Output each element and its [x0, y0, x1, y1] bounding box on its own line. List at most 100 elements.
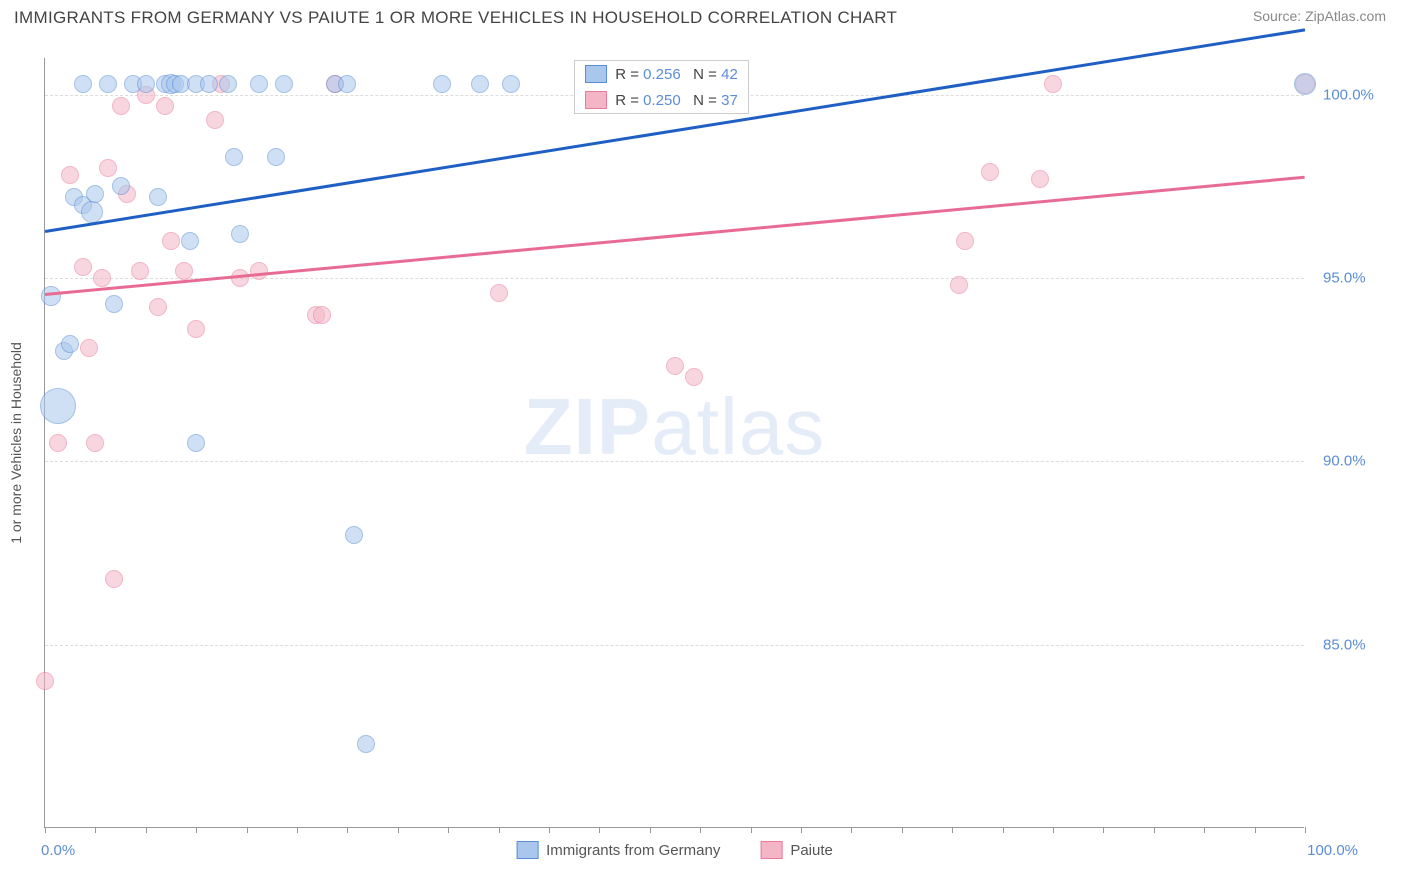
x-tick — [95, 827, 96, 833]
scatter-point — [206, 111, 224, 129]
plot-area: ZIPatlas 85.0%90.0%95.0%100.0%0.0%100.0%… — [44, 58, 1304, 828]
x-tick — [1204, 827, 1205, 833]
scatter-point — [471, 75, 489, 93]
scatter-point — [219, 75, 237, 93]
scatter-point — [200, 75, 218, 93]
legend-item: Paiute — [760, 841, 833, 859]
scatter-point — [1044, 75, 1062, 93]
x-tick — [851, 827, 852, 833]
legend-label: Paiute — [790, 842, 833, 859]
x-tick — [499, 827, 500, 833]
watermark: ZIPatlas — [524, 381, 825, 473]
scatter-point — [131, 262, 149, 280]
scatter-point — [267, 148, 285, 166]
scatter-point — [36, 672, 54, 690]
scatter-point — [156, 97, 174, 115]
scatter-point — [93, 269, 111, 287]
x-tick — [146, 827, 147, 833]
scatter-point — [40, 388, 76, 424]
x-end-label: 100.0% — [1307, 842, 1358, 859]
scatter-point — [105, 570, 123, 588]
scatter-point — [250, 262, 268, 280]
y-tick-label: 95.0% — [1323, 270, 1366, 287]
x-tick — [1053, 827, 1054, 833]
scatter-point — [137, 75, 155, 93]
scatter-point — [149, 298, 167, 316]
x-tick — [297, 827, 298, 833]
scatter-point — [685, 368, 703, 386]
watermark-atlas: atlas — [651, 382, 825, 471]
watermark-zip: ZIP — [524, 382, 651, 471]
scatter-point — [105, 295, 123, 313]
legend-swatch — [516, 841, 538, 859]
scatter-point — [49, 434, 67, 452]
legend-stat-text: R = 0.256 N = 42 — [615, 66, 738, 83]
x-tick — [801, 827, 802, 833]
x-tick — [398, 827, 399, 833]
scatter-point — [950, 276, 968, 294]
scatter-point — [981, 163, 999, 181]
scatter-point — [61, 335, 79, 353]
x-tick — [902, 827, 903, 833]
legend-label: Immigrants from Germany — [546, 842, 720, 859]
scatter-point — [225, 148, 243, 166]
x-tick — [247, 827, 248, 833]
gridline-h — [45, 645, 1304, 646]
scatter-point — [112, 97, 130, 115]
scatter-point — [250, 75, 268, 93]
x-tick — [650, 827, 651, 833]
legend-stat-row: R = 0.250 N = 37 — [575, 87, 748, 113]
y-tick-label: 90.0% — [1323, 453, 1366, 470]
scatter-point — [74, 75, 92, 93]
y-tick-label: 85.0% — [1323, 636, 1366, 653]
scatter-point — [666, 357, 684, 375]
scatter-point — [231, 225, 249, 243]
scatter-point — [275, 75, 293, 93]
legend-stat-text: R = 0.250 N = 37 — [615, 92, 738, 109]
x-tick — [700, 827, 701, 833]
scatter-point — [99, 159, 117, 177]
scatter-point — [80, 339, 98, 357]
scatter-point — [956, 232, 974, 250]
scatter-point — [338, 75, 356, 93]
y-axis-label: 1 or more Vehicles in Household — [8, 342, 24, 544]
scatter-point — [490, 284, 508, 302]
x-tick — [952, 827, 953, 833]
scatter-point — [345, 526, 363, 544]
x-tick — [1154, 827, 1155, 833]
legend-swatch — [585, 91, 607, 109]
scatter-point — [1294, 73, 1316, 95]
scatter-point — [99, 75, 117, 93]
scatter-point — [433, 75, 451, 93]
x-tick — [1255, 827, 1256, 833]
legend-stat-row: R = 0.256 N = 42 — [575, 61, 748, 87]
scatter-point — [187, 320, 205, 338]
y-tick-label: 100.0% — [1323, 86, 1374, 103]
x-tick — [196, 827, 197, 833]
x-tick — [599, 827, 600, 833]
x-tick — [549, 827, 550, 833]
scatter-point — [181, 232, 199, 250]
x-start-label: 0.0% — [41, 842, 75, 859]
x-tick — [751, 827, 752, 833]
scatter-point — [74, 258, 92, 276]
gridline-h — [45, 461, 1304, 462]
scatter-point — [502, 75, 520, 93]
x-tick — [448, 827, 449, 833]
scatter-point — [61, 166, 79, 184]
scatter-point — [175, 262, 193, 280]
x-tick — [1103, 827, 1104, 833]
x-tick — [45, 827, 46, 833]
scatter-point — [86, 185, 104, 203]
chart-container: ZIPatlas 85.0%90.0%95.0%100.0%0.0%100.0%… — [44, 58, 1304, 828]
x-tick — [1305, 827, 1306, 833]
scatter-point — [149, 188, 167, 206]
bottom-legend: Immigrants from Germany Paiute — [516, 841, 833, 859]
scatter-point — [162, 232, 180, 250]
chart-title: IMMIGRANTS FROM GERMANY VS PAIUTE 1 OR M… — [14, 8, 897, 28]
source-label: Source: ZipAtlas.com — [1253, 8, 1386, 24]
scatter-point — [41, 286, 61, 306]
x-tick — [1003, 827, 1004, 833]
scatter-point — [1031, 170, 1049, 188]
legend-swatch — [760, 841, 782, 859]
